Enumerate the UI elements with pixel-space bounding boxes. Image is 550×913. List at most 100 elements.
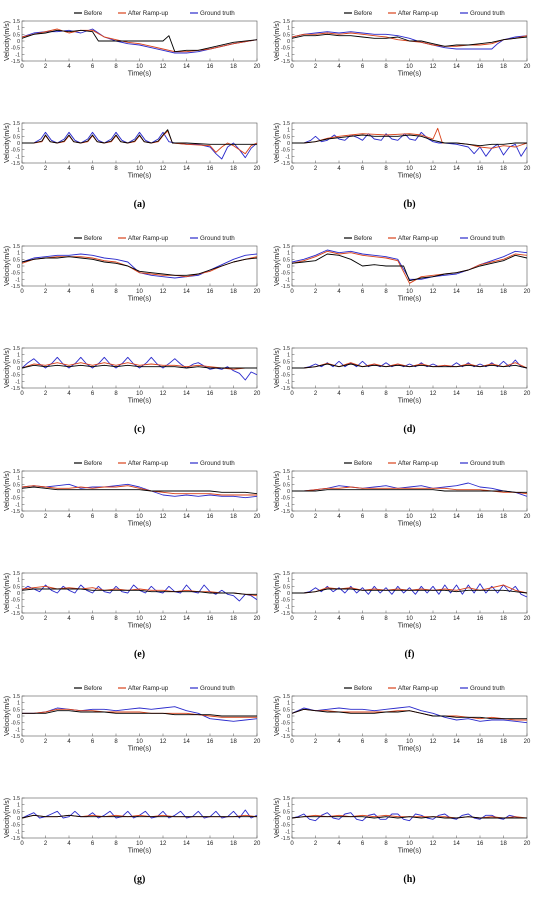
legend-entry: After Ramp-up [398,685,439,692]
x-axis-label: Time(s) [128,848,151,855]
x-tick-label: 10 [136,391,143,397]
x-tick-label: 10 [406,514,413,520]
x-tick-label: 20 [254,739,261,745]
subfigure-b: -1.5-1-0.500.511.50 2 4 6 8 10 12 14 16 18 20Time(… [274,10,531,210]
series-group [292,31,527,50]
y-tick-label: 0 [287,264,290,270]
y-tick-label: 0 [17,489,20,495]
legend-entry: After Ramp-up [398,460,439,467]
y-tick-label: 1 [287,803,290,809]
legend-entry: Before [84,685,103,692]
series-line-ground-truth [22,483,257,499]
y-tick-label: 0 [17,366,20,372]
y-tick-label: 1 [287,353,290,359]
x-tick-label: 18 [500,514,507,520]
y-tick-label: -1.5 [281,509,290,515]
y-axis-label: Velocity(m/s) [274,246,281,286]
y-tick-label: 1.5 [13,346,20,352]
y-tick-label: 1.5 [13,121,20,127]
subplot: -1.5-1-0.500.511.50 2 4 6 8 10 12 14 16 18 20Time(… [4,685,261,753]
x-tick-label: 2 [314,616,318,622]
x-tick-label: 16 [207,616,214,622]
x-tick-label: 2 [44,514,48,520]
x-tick-label: 12 [160,64,167,70]
x-tick-label: 10 [136,514,143,520]
series-group [292,812,527,822]
legend-entry: After Ramp-up [128,235,169,242]
y-tick-label: -0.5 [11,271,20,277]
x-tick-label: 14 [183,391,190,397]
y-tick-label: 0.5 [283,584,290,590]
x-axis-label: Time(s) [398,71,421,78]
series-line-after-ramp-up [22,485,257,496]
y-tick-label: 0.5 [13,707,20,713]
x-tick-label: 18 [500,841,507,847]
plot-area [291,122,528,164]
x-tick-label: 6 [361,166,365,172]
x-tick-label: 8 [114,64,118,70]
x-tick-label: 20 [254,391,261,397]
x-tick-label: 0 [20,64,24,70]
y-tick-label: -1.5 [11,284,20,290]
y-tick-label: -0.5 [11,496,20,502]
x-tick-label: 14 [453,391,460,397]
x-tick-label: 6 [91,739,95,745]
y-tick-label: 1.5 [283,346,290,352]
y-tick-label: 1.5 [283,244,290,250]
x-tick-label: 12 [160,616,167,622]
series-line-before [22,364,257,369]
y-tick-label: 0 [17,39,20,45]
x-axis-label: Time(s) [398,173,421,180]
subplot: -1.5-1-0.500.511.50 2 4 6 8 10 12 14 16 18 20Time(… [4,571,261,630]
x-tick-label: 16 [477,289,484,295]
x-tick-label: 4 [67,616,71,622]
series-line-before [22,129,257,145]
subfigure-g: -1.5-1-0.500.511.50 2 4 6 8 10 12 14 16 18 20Time(… [4,685,261,885]
subfigure-e: -1.5-1-0.500.511.50 2 4 6 8 10 12 14 16 18 20Time(… [4,460,261,660]
subfigure-caption: (b) [403,199,415,210]
x-tick-label: 4 [337,289,341,295]
x-tick-label: 12 [160,739,167,745]
y-axis-label: Velocity(m/s) [4,123,11,163]
y-tick-label: 0.5 [283,257,290,263]
y-tick-label: -1 [285,52,290,58]
x-tick-label: 16 [477,514,484,520]
x-tick-label: 18 [500,616,507,622]
y-tick-label: -1 [15,829,20,835]
y-tick-label: 1.5 [13,19,20,25]
y-tick-label: -1.5 [11,836,20,842]
y-tick-label: -0.5 [281,598,290,604]
series-line-ground-truth [292,706,527,724]
y-tick-label: 1.5 [283,469,290,475]
legend-entry: Before [354,460,373,467]
x-tick-label: 0 [290,616,294,622]
y-tick-label: -1.5 [281,836,290,842]
x-tick-label: 6 [361,616,365,622]
y-tick-label: -0.5 [11,598,20,604]
y-tick-label: 1.5 [13,694,20,700]
x-tick-label: 0 [290,64,294,70]
x-tick-label: 4 [67,514,71,520]
x-tick-label: 8 [114,616,118,622]
series-line-ground-truth [22,131,257,160]
x-tick-label: 6 [361,289,365,295]
x-tick-label: 20 [524,64,531,70]
subfigure-d: -1.5-1-0.500.511.50 2 4 6 8 10 12 14 16 18 20Time(… [274,235,531,435]
y-axis-label: Velocity(m/s) [274,348,281,388]
x-tick-label: 18 [230,841,237,847]
x-tick-label: 20 [254,841,261,847]
x-tick-label: 8 [384,514,388,520]
plot-area [291,347,528,389]
series-line-ground-truth [292,583,527,598]
x-tick-label: 4 [337,739,341,745]
y-tick-label: -1.5 [11,509,20,515]
y-tick-label: 1 [17,353,20,359]
legend-entry: Ground truth [470,685,505,692]
x-tick-label: 4 [337,64,341,70]
y-axis-label: Velocity(m/s) [4,696,11,736]
x-tick-label: 2 [314,166,318,172]
x-tick-label: 6 [91,289,95,295]
x-tick-label: 8 [114,289,118,295]
x-tick-label: 18 [500,64,507,70]
x-tick-label: 18 [230,616,237,622]
